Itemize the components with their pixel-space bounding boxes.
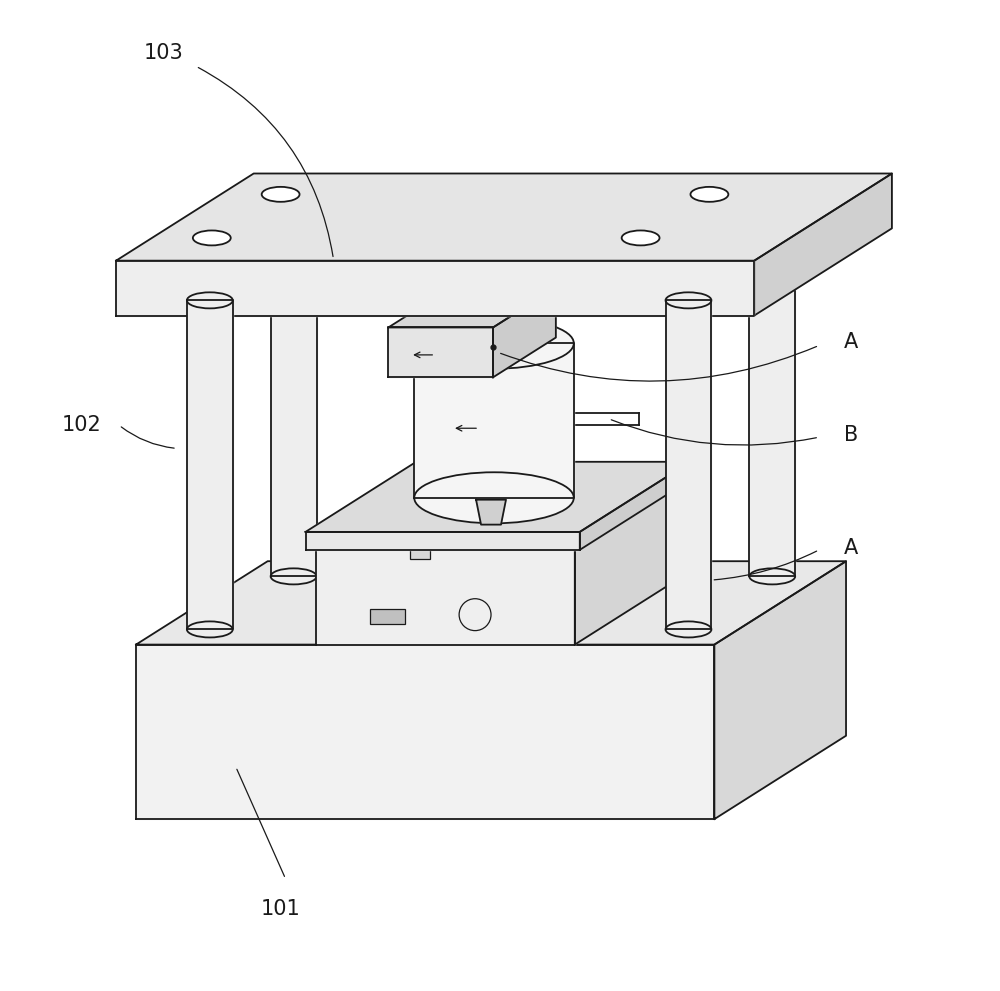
Polygon shape — [271, 248, 317, 577]
Polygon shape — [136, 644, 714, 820]
Ellipse shape — [187, 292, 233, 308]
Polygon shape — [187, 300, 233, 629]
Text: A: A — [844, 332, 858, 353]
Polygon shape — [136, 561, 846, 644]
Polygon shape — [714, 561, 846, 820]
Polygon shape — [116, 261, 754, 315]
Ellipse shape — [666, 621, 711, 637]
Polygon shape — [580, 462, 690, 550]
Ellipse shape — [414, 318, 574, 369]
Polygon shape — [575, 486, 677, 644]
Polygon shape — [754, 173, 892, 315]
Polygon shape — [493, 287, 556, 378]
Bar — [370, 608, 405, 623]
Text: 101: 101 — [261, 899, 300, 919]
Polygon shape — [414, 343, 574, 497]
Polygon shape — [388, 287, 556, 327]
Text: 103: 103 — [144, 44, 184, 63]
Bar — [410, 545, 430, 559]
Text: A: A — [844, 538, 858, 558]
Ellipse shape — [749, 239, 795, 256]
Polygon shape — [116, 173, 892, 261]
Ellipse shape — [414, 473, 574, 523]
Ellipse shape — [271, 239, 317, 256]
Ellipse shape — [262, 187, 300, 202]
Polygon shape — [316, 486, 677, 550]
Polygon shape — [306, 532, 580, 550]
Polygon shape — [749, 248, 795, 577]
Polygon shape — [666, 300, 711, 629]
Ellipse shape — [193, 231, 231, 246]
Ellipse shape — [187, 621, 233, 637]
Ellipse shape — [666, 292, 711, 308]
Ellipse shape — [469, 287, 513, 303]
Ellipse shape — [271, 569, 317, 585]
Polygon shape — [476, 499, 506, 524]
Ellipse shape — [469, 275, 513, 291]
Ellipse shape — [690, 187, 728, 202]
Ellipse shape — [622, 231, 660, 246]
Polygon shape — [469, 283, 513, 295]
Polygon shape — [316, 550, 575, 644]
Text: B: B — [844, 425, 858, 445]
Text: 102: 102 — [61, 415, 101, 435]
Ellipse shape — [749, 569, 795, 585]
Polygon shape — [306, 462, 690, 532]
Polygon shape — [388, 327, 493, 378]
